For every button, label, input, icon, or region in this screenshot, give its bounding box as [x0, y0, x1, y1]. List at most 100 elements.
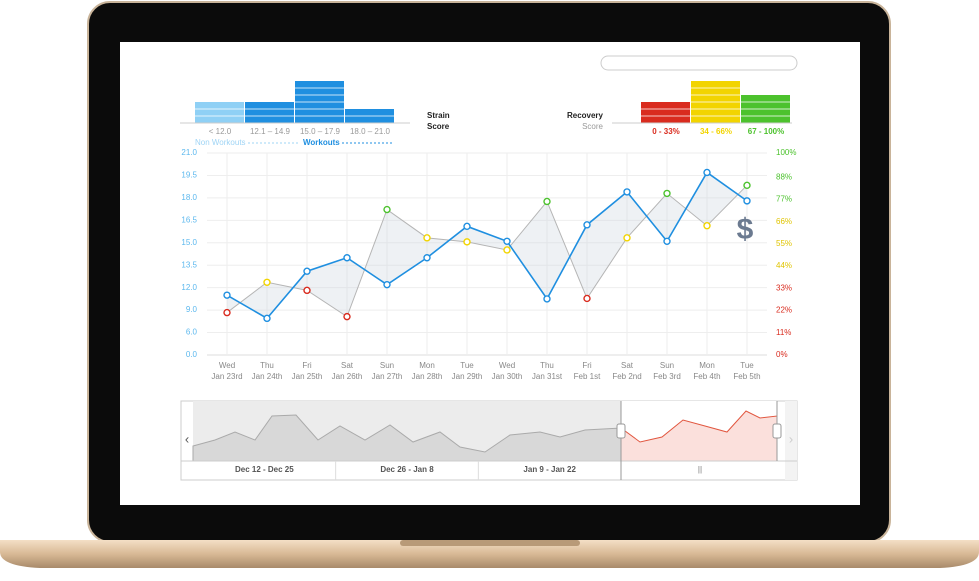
data-point[interactable] — [663, 189, 671, 198]
hist-bin-label: 18.0 – 21.0 — [350, 127, 391, 136]
navigator-handle[interactable] — [616, 423, 626, 439]
x-tick-date: Feb 3rd — [653, 372, 681, 381]
laptop-notch — [400, 540, 580, 546]
x-tick-label: Thu — [540, 361, 554, 370]
data-point[interactable] — [223, 308, 231, 317]
y2-tick-label: 44% — [776, 261, 792, 270]
x-tick-date: Feb 1st — [574, 372, 601, 381]
series-line — [226, 171, 748, 320]
laptop-base — [0, 540, 979, 568]
data-point[interactable] — [743, 181, 751, 190]
x-tick-date: Jan 28th — [412, 372, 443, 381]
y2-tick-label: 77% — [776, 195, 792, 204]
data-point[interactable] — [743, 197, 751, 205]
x-tick-label: Sat — [341, 361, 354, 370]
x-tick-label: Mon — [419, 361, 435, 370]
data-point[interactable] — [543, 295, 551, 303]
y2-tick-label: 22% — [776, 306, 792, 315]
recovery-title: Recovery — [567, 111, 604, 120]
x-tick-label: Sun — [660, 361, 674, 370]
data-point[interactable] — [423, 234, 431, 242]
series-band — [227, 172, 747, 319]
navigator-prev[interactable]: ‹ — [185, 431, 189, 446]
x-tick-label: Fri — [582, 361, 592, 370]
x-tick-date: Feb 5th — [733, 372, 760, 381]
data-point[interactable] — [343, 254, 351, 262]
hist-bin-label: 15.0 – 17.9 — [300, 127, 341, 136]
y2-tick-label: 55% — [776, 239, 792, 248]
data-point[interactable] — [303, 286, 311, 295]
dollar-icon[interactable]: $ — [737, 213, 754, 246]
data-point[interactable] — [423, 254, 431, 262]
y-tick-label: 18.0 — [181, 193, 197, 202]
navigator-period[interactable]: Jan 9 - Jan 22 — [523, 465, 576, 474]
data-point[interactable] — [583, 294, 591, 303]
x-tick-date: Jan 25th — [292, 372, 323, 381]
navigator-next[interactable]: › — [789, 431, 793, 446]
y2-tick-label: 11% — [776, 328, 791, 337]
navigator-history-line — [192, 414, 622, 462]
hist-bin-label: 12.1 – 14.9 — [250, 127, 291, 136]
strain-title: Strain — [427, 111, 450, 120]
navigator-handle-label[interactable]: || — [698, 465, 702, 474]
y-tick-label: 6.0 — [186, 328, 198, 337]
data-point[interactable] — [703, 168, 711, 177]
recovery-subtitle: Score — [582, 122, 603, 131]
data-point[interactable] — [463, 222, 471, 231]
x-tick-date: Jan 26th — [332, 372, 363, 381]
hist-bin-label: < 12.0 — [209, 127, 232, 136]
x-tick-label: Sun — [380, 361, 394, 370]
data-point[interactable] — [503, 246, 511, 254]
navigator-period[interactable]: Dec 12 - Dec 25 — [235, 465, 294, 474]
hist-bar — [245, 102, 294, 123]
y2-tick-label: 88% — [776, 172, 792, 181]
x-tick-label: Thu — [260, 361, 274, 370]
x-tick-label: Wed — [219, 361, 235, 370]
x-tick-date: Feb 4th — [693, 372, 720, 381]
hist-bin-label: 0 - 33% — [652, 127, 680, 136]
hist-bar — [641, 102, 690, 123]
legend-workouts: Workouts — [303, 138, 340, 147]
data-point[interactable] — [303, 267, 311, 275]
hist-bar — [195, 102, 244, 123]
y2-tick-label: 66% — [776, 217, 792, 226]
range-selector — [600, 55, 798, 71]
x-tick-date: Jan 27th — [372, 372, 403, 381]
y-tick-label: 9.0 — [186, 305, 198, 314]
data-point[interactable] — [663, 237, 671, 245]
x-tick-date: Jan 31st — [532, 372, 563, 381]
data-point[interactable] — [543, 197, 551, 206]
data-point[interactable] — [263, 314, 271, 323]
navigator-handle[interactable] — [772, 423, 782, 439]
y2-tick-label: 100% — [776, 148, 796, 157]
data-point[interactable] — [623, 234, 631, 242]
x-tick-label: Sat — [621, 361, 634, 370]
x-tick-date: Jan 24th — [252, 372, 283, 381]
y2-tick-label: 33% — [776, 283, 792, 292]
data-point[interactable] — [623, 188, 631, 196]
y-tick-label: 13.5 — [181, 260, 197, 269]
strain-subtitle: Score — [427, 122, 450, 131]
data-point[interactable] — [703, 222, 711, 230]
data-point[interactable] — [223, 291, 231, 299]
data-point[interactable] — [583, 221, 591, 229]
navigator-right[interactable] — [785, 401, 797, 480]
x-tick-label: Wed — [499, 361, 515, 370]
data-point[interactable] — [343, 312, 351, 321]
x-tick-date: Jan 29th — [452, 372, 483, 381]
data-point[interactable] — [503, 237, 511, 245]
data-point[interactable] — [263, 278, 271, 286]
y-tick-label: 16.5 — [181, 215, 197, 224]
legend-non-workouts: Non Workouts — [195, 138, 246, 147]
data-point[interactable] — [463, 238, 471, 246]
y-tick-label: 0.0 — [186, 350, 198, 359]
x-tick-label: Tue — [740, 361, 754, 370]
navigator-period[interactable]: Dec 26 - Jan 8 — [380, 465, 434, 474]
x-tick-date: Jan 23rd — [211, 372, 242, 381]
y-tick-label: 19.5 — [181, 171, 197, 180]
data-point[interactable] — [383, 280, 391, 289]
hist-bin-label: 67 - 100% — [748, 127, 784, 136]
data-point[interactable] — [383, 205, 391, 214]
